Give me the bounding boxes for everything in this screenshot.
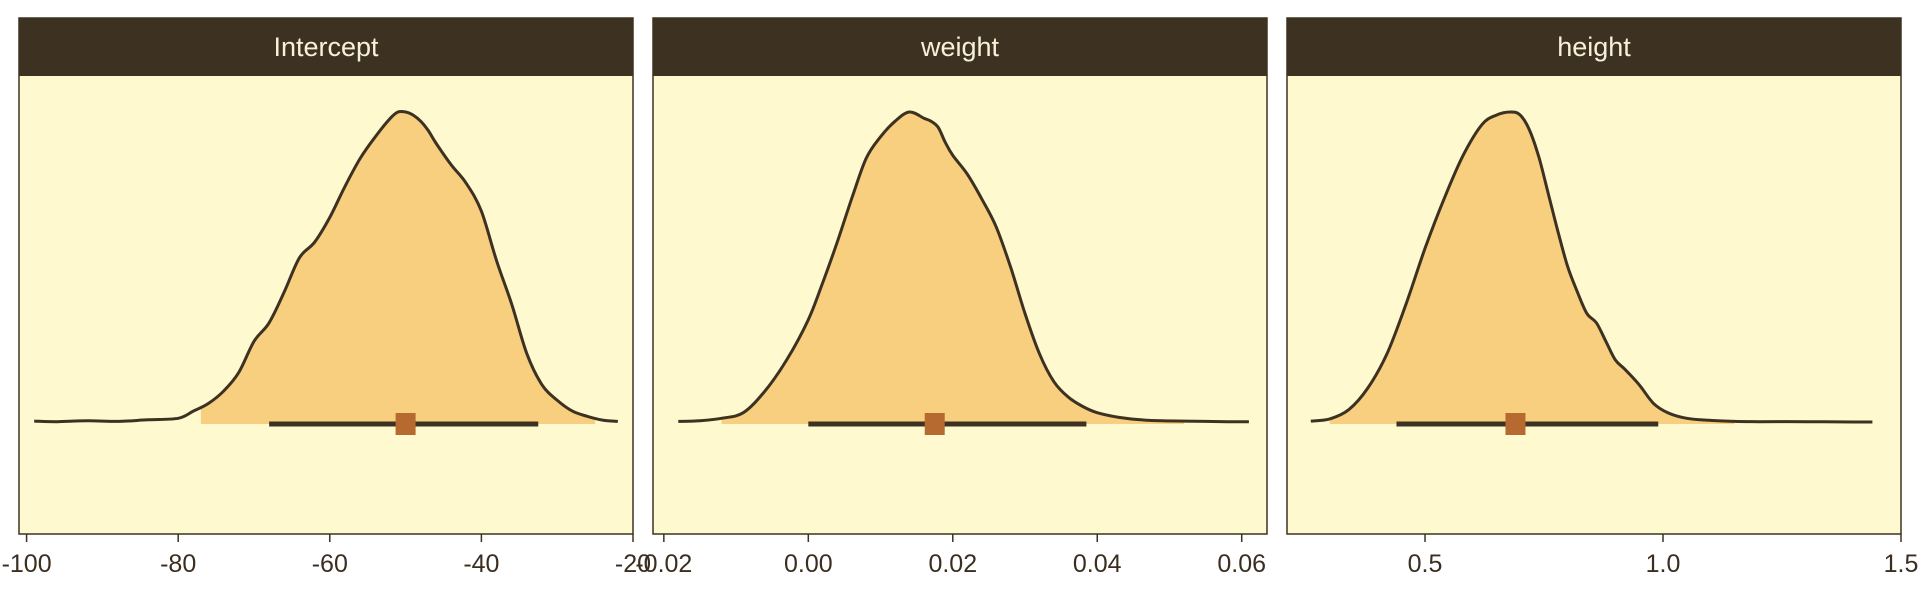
x-tick-label: -0.02	[635, 550, 692, 578]
x-tick-label: 0.5	[1408, 550, 1443, 578]
density-fill-area	[1329, 112, 1735, 424]
facet-title: weight	[920, 32, 1000, 62]
facet-strip	[653, 18, 1267, 76]
density-fill-area	[721, 112, 1184, 424]
x-tick-label: 0.04	[1073, 550, 1122, 578]
density-marks	[1310, 110, 1873, 435]
density-line	[34, 109, 618, 424]
x-tick-label: 0.00	[784, 550, 833, 578]
x-tick-label: 1.0	[1646, 550, 1681, 578]
density-marks	[34, 109, 618, 435]
panel-border	[18, 17, 634, 535]
density-line	[1310, 110, 1873, 424]
x-tick-label: -80	[160, 550, 196, 578]
density-marks	[678, 110, 1249, 435]
x-tick-label: -40	[463, 550, 499, 578]
x-axis: -100 -80 -60 -40 -20	[2, 534, 651, 578]
facet-strip	[19, 18, 633, 76]
x-tick-label: 1.5	[1884, 550, 1919, 578]
x-axis: 0.5 1.0 1.5	[1408, 534, 1919, 578]
density-fill-area	[200, 112, 596, 424]
x-tick-label: 0.02	[928, 550, 977, 578]
x-tick-label: -60	[312, 550, 348, 578]
point-estimate-marker	[1505, 413, 1526, 435]
x-tick-label: 0.06	[1217, 550, 1266, 578]
facet-title: Intercept	[273, 32, 379, 62]
x-axis: -0.02 0.00 0.02 0.04 0.06	[635, 534, 1266, 578]
facet-panel-weight: weight -0.02 0.00 0.02 0.04 0.06	[635, 17, 1268, 578]
point-estimate-marker	[395, 413, 416, 435]
point-estimate-marker	[924, 413, 945, 435]
facet-title: height	[1557, 32, 1631, 62]
density-line	[678, 110, 1249, 424]
panel-border	[1286, 17, 1902, 535]
panel-border	[652, 17, 1268, 535]
panel-background	[1287, 76, 1901, 534]
facet-panel-intercept: Intercept -100 -80 -60 -40 -20	[2, 17, 651, 578]
x-tick-label: -20	[615, 550, 651, 578]
x-tick-label: -100	[2, 550, 52, 578]
facet-panel-height: height 0.5 1.0 1.5	[1286, 17, 1919, 578]
facet-strip	[1287, 18, 1901, 76]
